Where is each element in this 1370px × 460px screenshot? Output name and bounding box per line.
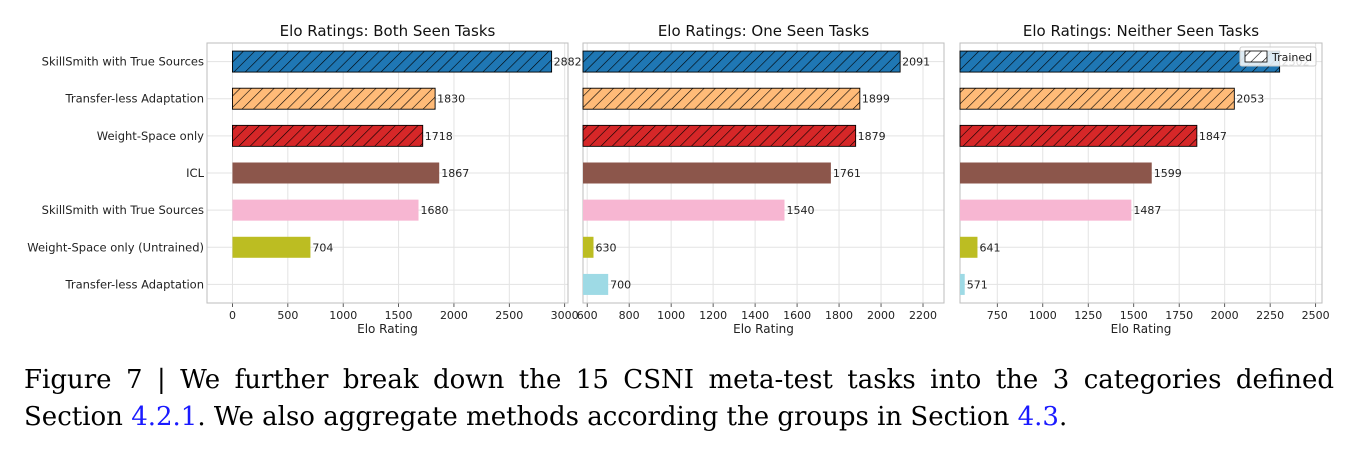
- bar-hatch: [232, 124, 424, 147]
- x-tick-label: 2200: [909, 309, 937, 322]
- x-tick-label: 1000: [329, 309, 357, 322]
- x-tick-label: 2500: [495, 309, 523, 322]
- figure-panels: 0 500 1000 1500 2000 2500 3000 2882 1830 1718 1867…: [27, 22, 1330, 336]
- caption-section-link-2[interactable]: 4.3: [1017, 402, 1059, 432]
- x-tick-label: 1400: [741, 309, 769, 322]
- x-tick-label: 1000: [1029, 309, 1057, 322]
- bar-value-label: 700: [610, 278, 631, 291]
- bar-value-label: 1487: [1133, 204, 1161, 217]
- bar-value-label: 1867: [441, 167, 469, 180]
- bar-value-label: 1761: [833, 167, 861, 180]
- bar: [583, 162, 831, 184]
- bar: [583, 273, 609, 295]
- x-tick-label: 2250: [1256, 309, 1284, 322]
- chart-title: Elo Ratings: Neither Seen Tasks: [1023, 22, 1259, 40]
- x-tick-label: 2000: [867, 309, 895, 322]
- bar-value-label: 704: [312, 241, 333, 254]
- x-tick-label: 600: [577, 309, 598, 322]
- x-tick-label: 500: [277, 309, 298, 322]
- bar: [583, 236, 594, 258]
- bar-hatch: [582, 87, 861, 110]
- x-tick-label: 800: [619, 309, 640, 322]
- x-tick-label: 1750: [1165, 309, 1193, 322]
- category-label: SkillSmith with True Sources: [42, 55, 204, 69]
- bar-value-label: 1830: [437, 93, 465, 106]
- x-tick-label: 1500: [1120, 309, 1148, 322]
- chart-panel-1: 0 500 1000 1500 2000 2500 3000 2882 1830 1718 1867…: [27, 22, 581, 336]
- bar-value-label: 2053: [1236, 93, 1264, 106]
- bar: [583, 199, 785, 221]
- category-label: Weight-Space only: [97, 129, 204, 143]
- bar-value-label: 1599: [1154, 167, 1182, 180]
- figure-caption: Figure 7 | We further break down the 15 …: [24, 362, 1334, 436]
- x-tick-label: 1000: [657, 309, 685, 322]
- bar-value-label: 2091: [902, 56, 930, 69]
- x-tick-label: 2000: [1211, 309, 1239, 322]
- bar-hatch: [959, 50, 1281, 73]
- bar-value-label: 630: [595, 241, 616, 254]
- category-label: Transfer-less Adaptation: [65, 277, 204, 291]
- bar-hatch: [959, 87, 1235, 110]
- x-tick-label: 3000: [551, 309, 579, 322]
- bar-value-label: 571: [967, 278, 988, 291]
- bar-value-label: 1899: [862, 93, 890, 106]
- caption-text-middle: . We also aggregate methods according th…: [197, 402, 1018, 432]
- plot-frame: [206, 42, 569, 304]
- x-tick-label: 0: [229, 309, 236, 322]
- caption-section-link[interactable]: 4.2.1: [131, 402, 198, 432]
- x-tick-label: 1250: [1074, 309, 1102, 322]
- bar: [232, 199, 419, 221]
- category-label: ICL: [186, 166, 204, 180]
- x-tick-label: 1200: [699, 309, 727, 322]
- bar-hatch: [582, 50, 901, 73]
- x-tick-label: 2500: [1302, 309, 1330, 322]
- x-tick-label: 1600: [783, 309, 811, 322]
- chart-panel-2: 600 800 1000 1200 1400 1600 1800 2000 2200 2091 18…: [577, 22, 945, 336]
- legend-label: Trained: [1271, 51, 1312, 64]
- bar: [960, 162, 1152, 184]
- bar-hatch: [232, 87, 436, 110]
- bar-value-label: 1718: [425, 130, 453, 143]
- legend: Trained: [1239, 46, 1317, 67]
- caption-text-end: .: [1058, 402, 1068, 432]
- bar-value-label: 1680: [421, 204, 449, 217]
- x-axis-label: Elo Rating: [733, 322, 794, 336]
- bar-hatch: [582, 124, 857, 147]
- chart-title: Elo Ratings: One Seen Tasks: [658, 22, 870, 40]
- category-label: SkillSmith with True Sources: [42, 203, 204, 217]
- caption-text: Figure 7 | We further break down the 15 …: [24, 365, 1334, 432]
- bar-value-label: 2882: [554, 56, 582, 69]
- bar-value-label: 1847: [1199, 130, 1227, 143]
- bar-hatch: [232, 50, 553, 73]
- bar: [960, 273, 965, 295]
- x-axis-label: Elo Rating: [357, 322, 418, 336]
- bar: [232, 162, 440, 184]
- bar: [232, 236, 311, 258]
- category-label: Weight-Space only (Untrained): [27, 240, 204, 254]
- chart-panel-3: 7501000125015001750200022502500230220531…: [959, 22, 1330, 336]
- bar-value-label: 641: [979, 241, 1000, 254]
- bar: [960, 236, 978, 258]
- chart-title: Elo Ratings: Both Seen Tasks: [280, 22, 496, 40]
- bar-hatch: [959, 124, 1198, 147]
- x-tick-label: 1800: [825, 309, 853, 322]
- x-tick-label: 750: [987, 309, 1008, 322]
- x-tick-label: 1500: [385, 309, 413, 322]
- category-label: Transfer-less Adaptation: [65, 92, 204, 106]
- bar-value-label: 1540: [786, 204, 814, 217]
- legend-swatch-hatch: [1245, 51, 1267, 62]
- x-axis-label: Elo Rating: [1111, 322, 1172, 336]
- bar: [960, 199, 1132, 221]
- x-tick-label: 2000: [440, 309, 468, 322]
- bar-value-label: 1879: [858, 130, 886, 143]
